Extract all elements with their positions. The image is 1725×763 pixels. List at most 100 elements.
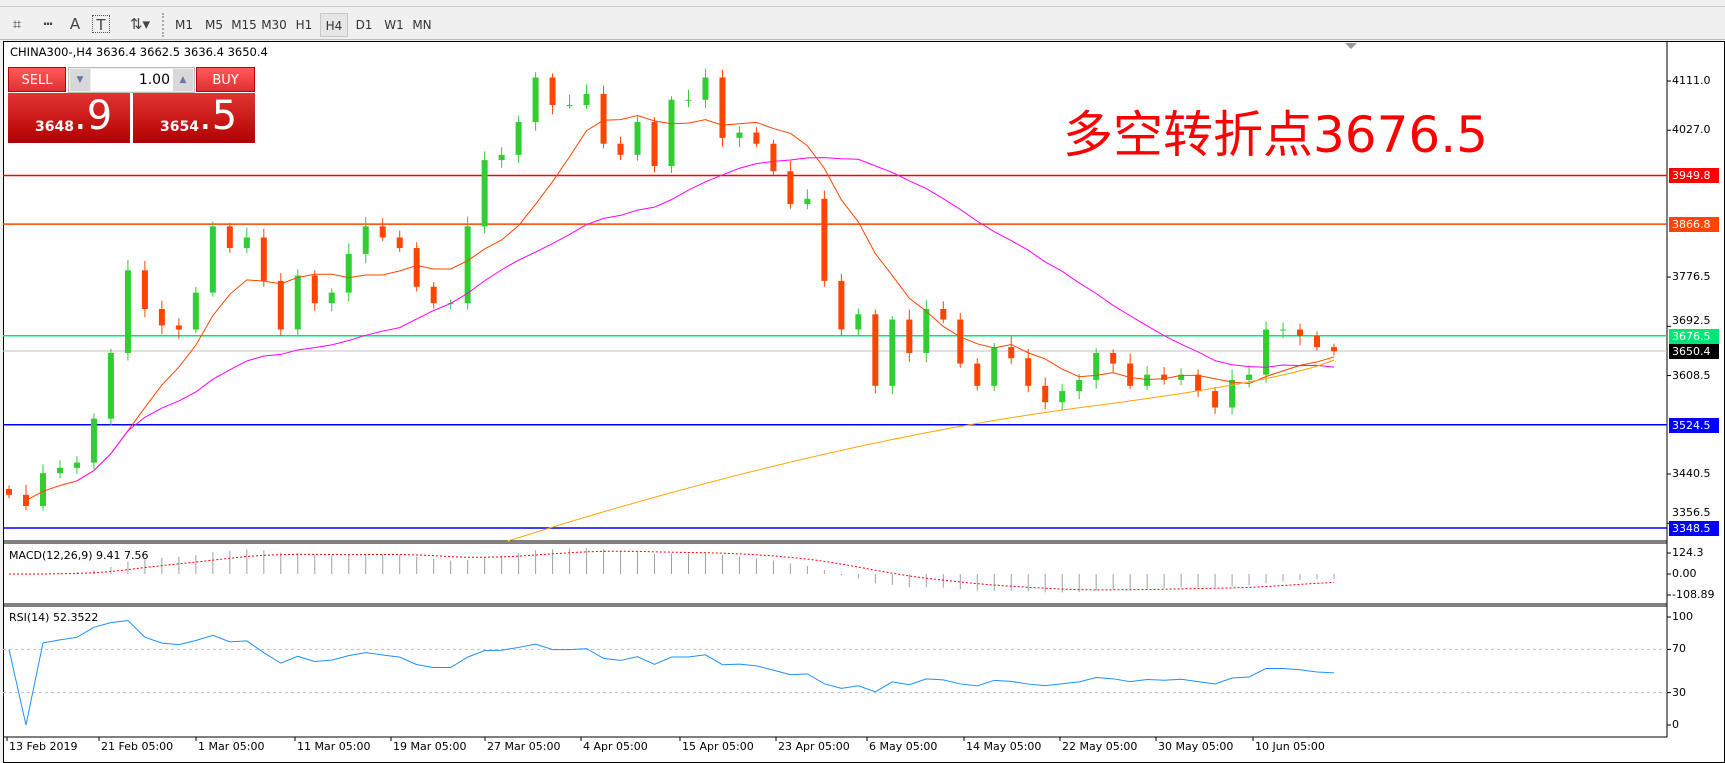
price-axis-label: 3776.5	[1672, 270, 1711, 284]
candle-down	[651, 122, 658, 166]
timeframe-h1[interactable]: H1	[295, 18, 313, 32]
timeframe-h4[interactable]: H4	[320, 13, 348, 37]
ma-long-line	[507, 359, 1335, 542]
toolbar-separator	[162, 13, 164, 37]
time-axis-label: 22 May 05:00	[1062, 740, 1138, 753]
text-icon[interactable]: A	[69, 15, 81, 33]
price-level-label: 3676.5	[1669, 328, 1719, 344]
lot-increase-button[interactable]: ▲	[173, 69, 193, 91]
candle-down	[260, 237, 267, 281]
timeframe-mn[interactable]: MN	[412, 18, 432, 32]
timeframe-m30[interactable]: M30	[261, 18, 287, 32]
rsi-label: RSI(14) 52.3522	[9, 611, 99, 624]
candle-up	[345, 253, 352, 293]
candle-up	[532, 77, 539, 123]
time-axis-label: 14 May 05:00	[966, 740, 1042, 753]
periodicity-separators-icon[interactable]: ┅	[43, 15, 52, 33]
price-axis-label: 3608.5	[1672, 368, 1711, 382]
macd-label: MACD(12,26,9) 9.41 7.56	[9, 549, 149, 562]
candle-up	[1178, 374, 1185, 380]
chart-shift-marker	[1345, 43, 1357, 49]
candle-up	[855, 314, 862, 330]
candle-down	[719, 77, 726, 138]
chart-toolbar: ⌗ ┅ A T ⇅▾ M1 M5 M15 M30 H1 H4 D1 W1 MN	[0, 7, 1725, 40]
indicators-icon[interactable]: ⌗	[12, 15, 22, 33]
buy-button[interactable]: BUY	[196, 67, 255, 92]
candle-up	[481, 160, 488, 227]
candle-down	[940, 309, 947, 320]
candle-down	[430, 286, 437, 304]
candle-down	[617, 143, 624, 155]
rsi-line	[8, 619, 1335, 726]
timeframe-m15[interactable]: M15	[231, 18, 257, 32]
sell-price[interactable]: 3648 .9	[8, 93, 130, 143]
candle-up	[702, 77, 709, 100]
candle-down	[1042, 385, 1049, 403]
time-axis-label: 10 Jun 05:00	[1255, 740, 1325, 753]
rsi-axis-label: 0	[1672, 718, 1679, 731]
buy-price[interactable]: 3654 .5	[133, 93, 255, 143]
time-axis-label: 15 Apr 05:00	[682, 740, 754, 753]
buy-price-frac: .5	[199, 93, 238, 139]
text-label-icon[interactable]: T	[92, 15, 110, 34]
lot-stepper[interactable]: ▼ 1.00 ▲	[68, 67, 195, 93]
timeframe-d1[interactable]: D1	[355, 18, 373, 32]
candle-up	[736, 132, 743, 138]
lot-decrease-button[interactable]: ▼	[70, 69, 90, 91]
candle-up	[1280, 329, 1287, 331]
candle-up	[889, 319, 896, 386]
candle-down	[838, 280, 845, 330]
time-axis-label: 6 May 05:00	[869, 740, 938, 753]
symbol-info: CHINA300-,H4 3636.4 3662.5 3636.4 3650.4	[10, 45, 268, 59]
time-axis-label: 1 Mar 05:00	[198, 740, 265, 753]
candle-down	[158, 309, 165, 326]
candle-up	[1059, 391, 1066, 403]
price-axis-label: 4027.0	[1672, 123, 1711, 137]
timeframe-w1[interactable]: W1	[384, 18, 404, 32]
arrows-icon[interactable]: ⇅▾	[129, 15, 151, 33]
candle-up	[464, 226, 471, 304]
candle-down	[396, 237, 403, 249]
sell-price-frac: .9	[74, 93, 113, 139]
macd-signal-line	[8, 550, 1335, 591]
price-axis-label: 3440.5	[1672, 467, 1711, 481]
candle-down	[413, 248, 420, 287]
sell-button[interactable]: SELL	[8, 67, 66, 92]
candle-down	[277, 280, 284, 330]
candle-up	[1229, 379, 1236, 408]
one-click-trading-panel: SELL ▼ 1.00 ▲ BUY 3648 .9 3654 .5	[8, 67, 255, 143]
candle-down	[974, 363, 981, 386]
candle-up	[1144, 374, 1151, 386]
candle-down	[226, 226, 233, 249]
candle-down	[787, 171, 794, 205]
candle-up	[90, 418, 97, 463]
rsi-axis-label: 70	[1672, 642, 1686, 656]
price-level-label: 3949.8	[1669, 168, 1719, 184]
candle-up	[73, 462, 80, 468]
rsi-axis-label: 30	[1672, 685, 1686, 699]
candle-down	[770, 143, 777, 172]
candle-up	[804, 198, 811, 205]
time-axis-label: 13 Feb 2019	[9, 740, 78, 753]
candle-up	[515, 122, 522, 155]
time-axis-label: 19 Mar 05:00	[393, 740, 467, 753]
price-level-label: 3348.5	[1669, 520, 1719, 536]
candle-down	[1110, 352, 1117, 364]
lot-input[interactable]: 1.00	[91, 69, 173, 91]
time-axis-label: 4 Apr 05:00	[583, 740, 648, 753]
timeframe-m1[interactable]: M1	[175, 18, 193, 32]
candle-up	[1076, 379, 1083, 392]
candle-up	[583, 93, 590, 106]
timeframe-m5[interactable]: M5	[205, 18, 223, 32]
candle-down	[1212, 391, 1219, 408]
candle-down	[1331, 347, 1337, 352]
candle-up	[39, 473, 46, 506]
time-axis-label: 27 Mar 05:00	[487, 740, 561, 753]
candle-down	[6, 488, 12, 495]
price-level-label: 3524.5	[1669, 417, 1719, 433]
candle-up	[668, 99, 675, 166]
candle-down	[906, 319, 913, 353]
candle-down	[957, 319, 964, 364]
candle-up	[566, 105, 573, 107]
